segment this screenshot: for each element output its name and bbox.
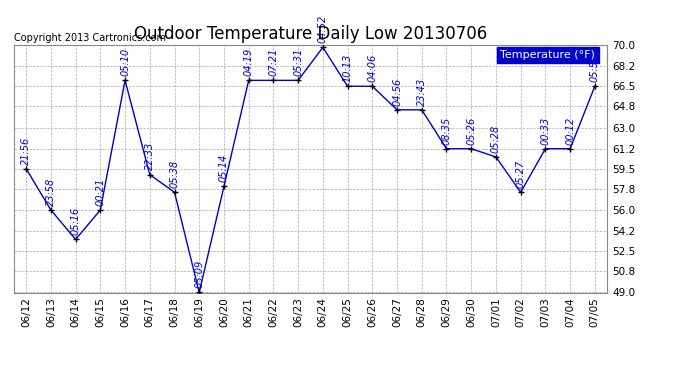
Text: 05:16: 05:16	[70, 207, 81, 235]
Text: Temperature (°F): Temperature (°F)	[500, 50, 595, 60]
Text: 04:06: 04:06	[367, 54, 377, 82]
Text: 00:21: 00:21	[95, 178, 106, 206]
Text: 23:43: 23:43	[417, 77, 426, 106]
Text: 05:31: 05:31	[293, 48, 303, 76]
Text: 04:56: 04:56	[392, 77, 402, 106]
Text: 00:12: 00:12	[565, 116, 575, 144]
Text: 00:33: 00:33	[540, 116, 551, 144]
Text: 05:27: 05:27	[515, 160, 526, 188]
Text: 23:58: 23:58	[46, 178, 56, 206]
Text: 21:56: 21:56	[21, 136, 31, 165]
Text: 05:14: 05:14	[219, 154, 229, 182]
Text: 04:19: 04:19	[244, 48, 254, 76]
Text: 05:28: 05:28	[491, 124, 501, 153]
Text: 08:35: 08:35	[442, 116, 451, 144]
Text: 05:50: 05:50	[590, 54, 600, 82]
Text: 10:13: 10:13	[343, 54, 353, 82]
Text: 07:21: 07:21	[268, 48, 278, 76]
Text: 04:52: 04:52	[318, 15, 328, 43]
Text: 05:10: 05:10	[120, 48, 130, 76]
Text: 05:26: 05:26	[466, 116, 476, 144]
Text: 05:38: 05:38	[170, 160, 179, 188]
Text: 05:09: 05:09	[195, 260, 204, 288]
Text: 22:33: 22:33	[145, 142, 155, 171]
Text: Copyright 2013 Cartronics.com: Copyright 2013 Cartronics.com	[14, 33, 166, 42]
Title: Outdoor Temperature Daily Low 20130706: Outdoor Temperature Daily Low 20130706	[134, 26, 487, 44]
